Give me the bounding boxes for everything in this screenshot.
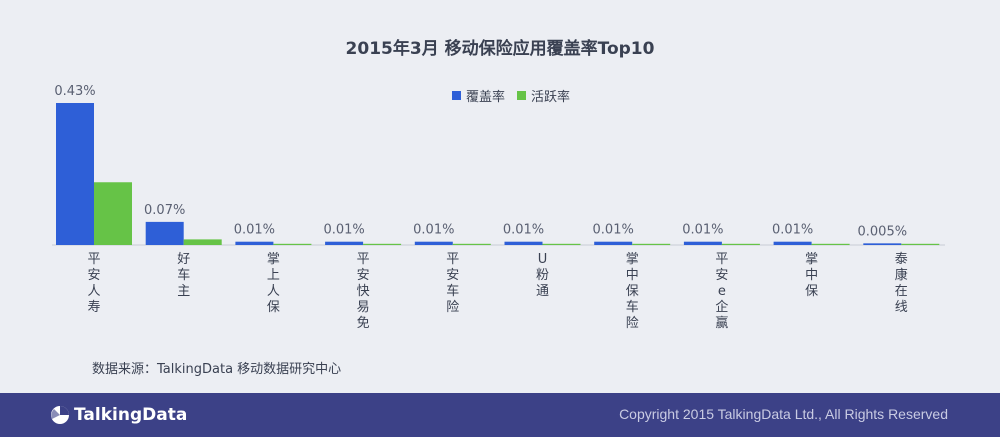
legend-item-active: 活跃率 [517,86,570,105]
footer-logo: TalkingData [50,405,187,425]
data-label-0: 0.43% [54,84,95,99]
x-tick-label-6: 掌中保车险 [626,252,639,331]
bar-coverage-0 [56,103,94,245]
bar-active-9 [901,243,940,245]
bar-coverage-2 [235,241,274,245]
footer-logo-text: TalkingData [74,405,188,425]
bar-active-0 [94,182,132,245]
legend-label-coverage: 覆盖率 [466,89,506,105]
x-tick-label-8: 掌中保 [805,252,818,299]
data-label-3: 0.01% [323,223,364,238]
data-label-5: 0.01% [503,223,544,238]
bar-active-5 [542,243,581,245]
chart-title: 2015年3月 移动保险应用覆盖率Top10 [345,39,655,59]
bar-active-7 [721,243,760,245]
bar-coverage-7 [683,241,722,245]
legend-item-coverage: 覆盖率 [452,86,505,105]
bar-active-1 [183,239,222,245]
x-tick-label-7: 平安 e 企赢 [715,252,728,331]
data-label-2: 0.01% [234,223,275,238]
data-label-1: 0.07% [144,203,185,218]
legend-label-active: 活跃率 [531,89,571,105]
data-label-8: 0.01% [772,223,813,238]
x-tick-label-9: 泰康在线 [895,252,908,315]
x-tick-label-0: 平安人寿 [87,252,100,315]
bar-active-6 [632,243,671,245]
bar-chart: 0.43% 平安人寿 0.07% 好车主 0.01% 掌上人保 0.01% 平安快易免 0.01… [52,84,945,331]
chart-legend: 覆盖率 活跃率 [452,86,582,105]
data-label-7: 0.01% [682,223,723,238]
bar-coverage-1 [145,221,184,245]
x-tick-label-5: U 粉通 [536,252,549,299]
x-tick-label-1: 好车主 [177,252,190,299]
bar-coverage-3 [325,241,364,245]
data-label-4: 0.01% [413,223,454,238]
bar-coverage-6 [594,241,633,245]
bar-active-8 [811,243,850,245]
data-label-9: 0.005% [858,224,908,239]
legend-swatch-coverage [452,90,461,100]
x-tick-label-3: 平安快易免 [357,252,370,331]
data-label-6: 0.01% [593,223,634,238]
x-tick-label-2: 掌上人保 [267,252,280,315]
bar-coverage-4 [414,241,453,245]
copyright-text: Copyright 2015 TalkingData Ltd., All Rig… [619,406,948,422]
talkingdata-logo-icon [51,406,69,424]
bar-coverage-5 [504,241,543,245]
bar-active-4 [452,243,491,245]
legend-swatch-active [517,90,527,100]
x-tick-label-4: 平安车险 [446,252,459,315]
bar-coverage-9 [863,243,902,245]
bar-coverage-8 [773,241,812,245]
bar-active-2 [273,243,312,245]
bar-active-3 [363,243,402,245]
data-source-note: 数据来源：TalkingData 移动数据研究中心 [92,362,342,377]
footer-bar: TalkingData Copyright 2015 TalkingData L… [0,393,1000,437]
